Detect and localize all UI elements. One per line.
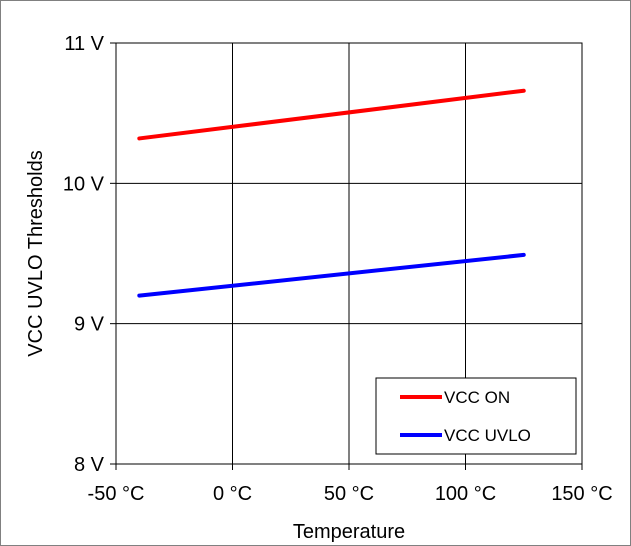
x-tick-label: 50 °C — [324, 483, 374, 505]
legend-label: VCC ON — [444, 388, 510, 407]
legend-box — [375, 377, 577, 455]
x-tick-label: 100 °C — [435, 483, 496, 505]
y-tick-label: 11 V — [64, 33, 104, 55]
y-tick-label: 8 V — [74, 454, 105, 476]
series-line-vcc-uvlo — [137, 252, 526, 298]
x-tick-labels: -50 °C 0 °C 50 °C 100 °C 150 °C — [88, 483, 613, 505]
y-tick-labels: 8 V 9 V 10 V 11 V — [63, 33, 105, 476]
y-tick-label: 9 V — [74, 314, 105, 336]
x-tick-label: 0 °C — [213, 483, 252, 505]
y-axis-title: VCC UVLO Thresholds — [25, 150, 47, 356]
x-axis-title: Temperature — [293, 521, 405, 543]
series-lines — [137, 88, 526, 298]
y-tick-label: 10 V — [63, 173, 105, 195]
legend-label: VCC UVLO — [444, 426, 531, 445]
x-tick-label: -50 °C — [88, 483, 145, 505]
x-tick-label: 150 °C — [551, 483, 612, 505]
series-line-vcc-on — [137, 88, 526, 141]
legend: VCC ON VCC UVLO — [375, 377, 577, 455]
axis-ticks — [110, 42, 583, 470]
